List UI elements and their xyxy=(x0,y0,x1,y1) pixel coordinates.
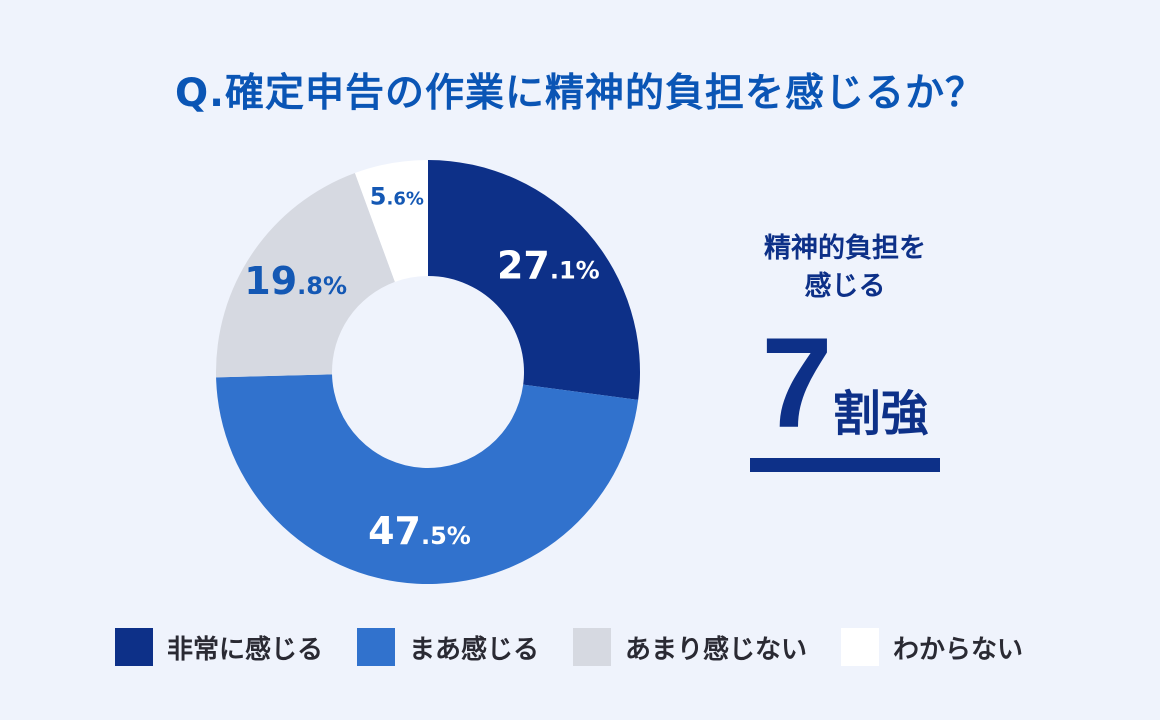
legend-swatch-2 xyxy=(357,628,396,666)
callout-number: 7 xyxy=(761,312,833,455)
callout-heading: 精神的負担を 感じる xyxy=(740,230,950,306)
legend: 非常に感じる まあ感じる あまり感じない わからない xyxy=(115,628,1057,666)
slice-3 xyxy=(216,172,395,378)
legend-item-4: わからない xyxy=(841,628,1023,666)
legend-swatch-3 xyxy=(573,628,612,666)
chart-title: Q.確定申告の作業に精神的負担を感じるか？ xyxy=(175,71,985,116)
legend-swatch-1 xyxy=(115,628,153,666)
callout: 精神的負担を 感じる 7割強 xyxy=(740,230,950,472)
legend-swatch-4 xyxy=(841,628,880,666)
slice-2 xyxy=(216,374,639,584)
legend-label-4: わからない xyxy=(893,634,1024,665)
legend-label-3: あまり感じない xyxy=(625,634,808,665)
callout-unit: 割強 xyxy=(832,386,929,442)
slice-label-1: 27.1% xyxy=(497,244,600,288)
legend-label-2: まあ感じる xyxy=(409,634,540,665)
callout-heading-line1: 精神的負担を xyxy=(764,233,926,264)
callout-figure: 7割強 xyxy=(740,320,950,448)
callout-heading-line2: 感じる xyxy=(804,271,886,302)
legend-item-3: あまり感じない xyxy=(573,628,807,666)
slice-1 xyxy=(428,160,640,400)
legend-label-1: 非常に感じる xyxy=(167,634,324,665)
donut-chart: 27.1% 47.5% 19.8% 5.6% xyxy=(216,160,640,584)
legend-item-2: まあ感じる xyxy=(357,628,539,666)
slice-label-3: 19.8% xyxy=(244,259,347,303)
slice-4 xyxy=(354,160,428,282)
legend-item-1: 非常に感じる xyxy=(115,628,323,666)
slice-label-4: 5.6% xyxy=(370,183,424,211)
callout-underline xyxy=(750,458,940,472)
slice-label-2: 47.5% xyxy=(368,509,471,553)
